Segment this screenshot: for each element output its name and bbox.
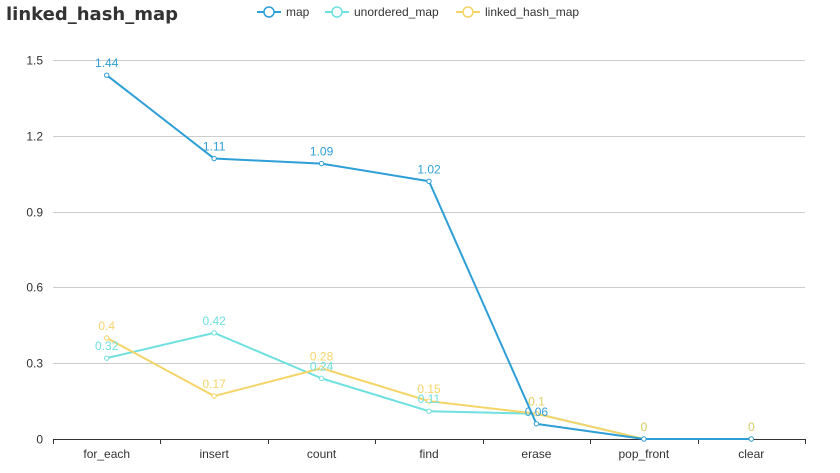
- legend-item-linked-hash-map[interactable]: linked_hash_map: [456, 5, 579, 19]
- data-label: 0: [641, 420, 648, 434]
- data-label: 0.28: [310, 349, 334, 363]
- data-label: 0.15: [417, 382, 441, 396]
- data-point: [426, 408, 432, 414]
- data-label: 0.24: [310, 359, 334, 373]
- data-label: 0.32: [95, 339, 119, 353]
- legend-item-map[interactable]: map: [257, 5, 310, 19]
- data-point: [104, 335, 110, 341]
- legend-marker: [462, 6, 474, 18]
- data-point: [318, 365, 325, 371]
- data-label: 0.42: [202, 314, 226, 328]
- y-tick-label: 0.9: [26, 206, 43, 220]
- x-tick-label: find: [419, 447, 438, 461]
- data-label: 1.11: [203, 140, 226, 154]
- legend-label: linked_hash_map: [485, 5, 579, 19]
- x-tick-label: erase: [521, 447, 551, 461]
- legend-marker: [331, 6, 343, 18]
- legend-item-unordered-map[interactable]: unordered_map: [325, 5, 439, 19]
- data-point: [104, 72, 110, 78]
- data-label: 0: [748, 420, 755, 434]
- data-label: 0.4: [98, 319, 115, 333]
- legend[interactable]: map unordered_map linked_hash_map: [257, 5, 579, 19]
- data-label: 0.1: [528, 395, 545, 409]
- x-tick-label: for_each: [83, 447, 130, 461]
- data-label: 1.02: [417, 162, 441, 176]
- data-label: 0.06: [525, 405, 549, 419]
- data-point: [533, 411, 540, 417]
- data-label: 0.11: [418, 392, 441, 406]
- data-labels: 1.441.11 1.091.020.060 00.320.420.240.11 0.…: [95, 56, 755, 434]
- data-point: [211, 155, 217, 162]
- data-label: 0.1: [528, 395, 545, 409]
- data-point: [318, 375, 325, 382]
- data-point: [748, 436, 754, 442]
- data-point: [533, 421, 540, 427]
- data-label: 1.44: [95, 56, 119, 70]
- y-tick-label: 0: [36, 433, 43, 447]
- data-label: 0.17: [202, 377, 226, 391]
- data-label: 0: [641, 420, 648, 434]
- axes: 0 0.3 0.6 0.9 1.2 1.5 for_each insert count find e…: [26, 54, 806, 461]
- grid-lines: [53, 60, 805, 364]
- legend-label: unordered_map: [354, 5, 439, 19]
- data-point: [426, 398, 432, 404]
- data-label: 0: [748, 420, 755, 434]
- data-label: 0: [748, 420, 755, 434]
- data-point: [318, 160, 325, 167]
- y-tick-label: 0.3: [26, 357, 43, 371]
- y-tick-label: 1.5: [26, 54, 43, 68]
- data-point: [641, 436, 647, 442]
- data-label: 1.09: [310, 145, 334, 159]
- legend-marker: [263, 6, 275, 18]
- x-tick-label: count: [307, 447, 337, 461]
- legend-label: map: [286, 5, 310, 19]
- data-label: 0: [641, 420, 648, 434]
- data-point: [426, 178, 432, 184]
- chart-title: linked_hash_map: [6, 4, 179, 25]
- x-tick-label: pop_front: [618, 447, 669, 461]
- data-point: [211, 330, 217, 336]
- x-tick-label: clear: [738, 447, 764, 461]
- data-point: [104, 355, 110, 361]
- series-lines: [104, 72, 754, 442]
- y-tick-label: 0.6: [26, 281, 43, 295]
- y-tick-label: 1.2: [26, 130, 43, 144]
- x-tick-label: insert: [199, 447, 229, 461]
- data-point: [211, 393, 217, 399]
